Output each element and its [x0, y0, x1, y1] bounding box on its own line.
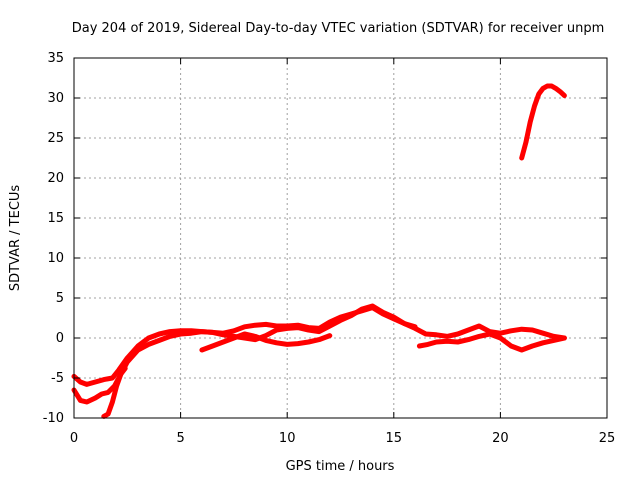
x-tick-label: 25 [599, 431, 616, 446]
x-tick-label: 5 [176, 431, 184, 446]
y-tick-label: -5 [51, 371, 64, 386]
y-tick-label: 15 [47, 211, 64, 226]
x-tick-label: 15 [386, 431, 403, 446]
y-tick-label: 25 [47, 131, 64, 146]
y-tick-label: -10 [43, 411, 64, 426]
y-tick-label: 10 [47, 251, 64, 266]
y-axis-label: SDTVAR / TECUs [8, 185, 23, 292]
y-tick-label: 0 [56, 331, 64, 346]
x-tick-label: 20 [492, 431, 509, 446]
y-tick-label: 5 [56, 291, 64, 306]
series-line-trace-f [519, 83, 567, 161]
x-tick-label: 0 [70, 431, 78, 446]
tick-layer: 0 5 10 15 20 25 -10 -5 0 5 10 15 20 25 30 35 [43, 51, 616, 446]
series-line-trace-c [101, 365, 128, 419]
x-tick-label: 10 [279, 431, 296, 446]
y-tick-label: 35 [47, 51, 64, 66]
series-line-trace-d [199, 331, 333, 353]
plot-frame [73, 57, 608, 419]
x-axis-label: GPS time / hours [286, 459, 395, 474]
series-line-trace-e [416, 331, 567, 353]
chart-title: Day 204 of 2019, Sidereal Day-to-day VTE… [72, 21, 605, 36]
series-layer [71, 83, 567, 419]
grid-layer [74, 58, 607, 418]
series-line-trace-b [71, 305, 418, 405]
y-tick-label: 30 [47, 91, 64, 106]
y-tick-label: 20 [47, 171, 64, 186]
